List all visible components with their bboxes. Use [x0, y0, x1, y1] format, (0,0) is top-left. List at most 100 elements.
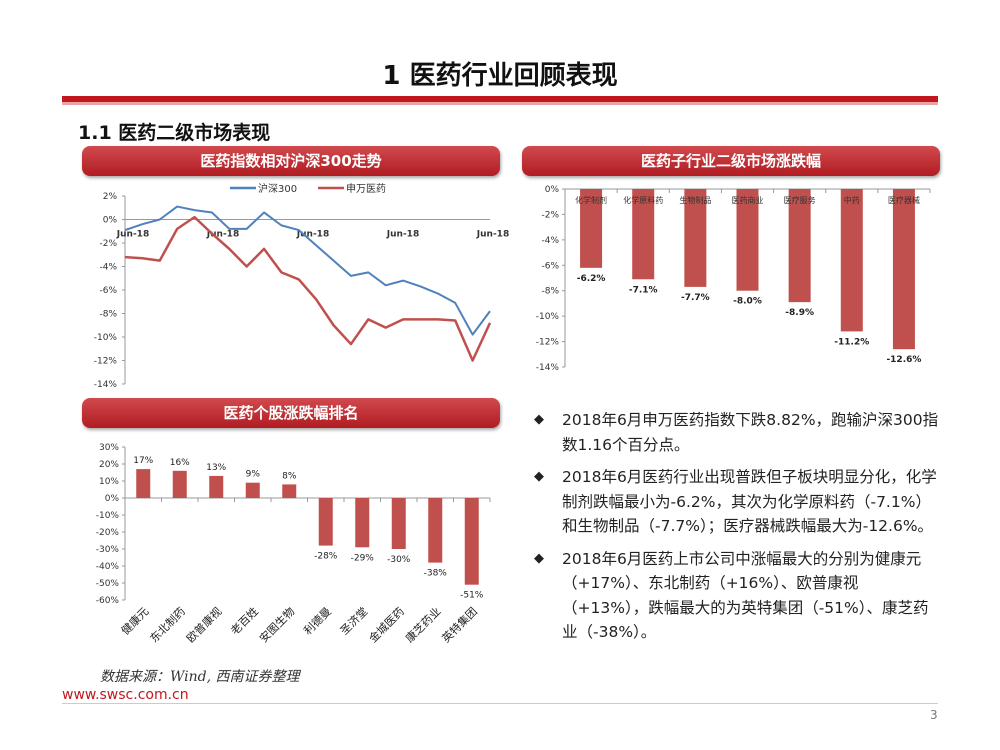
line-chart: 2% 0% -2% -4% -6% -8% -10% -12% -14% Jun-18 Jun-18… [94, 182, 509, 390]
footer-divider [62, 703, 938, 704]
bar [318, 498, 333, 546]
category-label: 康芝药业 [402, 604, 443, 645]
line-chart-banner: 医药指数相对沪深300走势 [82, 146, 500, 176]
y-tick-label: -2% [541, 210, 559, 220]
bar [632, 189, 655, 280]
y-tick-label: -4% [541, 236, 559, 246]
diamond-bullet-icon: ◆ [534, 412, 544, 427]
bullet-item: ◆ 2018年6月申万医药指数下跌8.82%，跑输沪深300指数1.16个百分点… [532, 408, 942, 457]
y-tick-label: -8% [99, 310, 117, 320]
category-label: 圣济堂 [337, 604, 370, 637]
series-line-hs300 [124, 205, 491, 336]
series-line-sw-pharma [124, 215, 492, 362]
bar [684, 189, 707, 287]
y-tick-label: 30% [99, 443, 119, 453]
diamond-bullet-icon: ◆ [534, 550, 544, 566]
bar-value-label: -51% [460, 591, 484, 601]
y-tick-label: 0% [105, 494, 120, 504]
y-tick-label: 0% [545, 185, 560, 195]
y-tick-label: -10% [536, 312, 560, 322]
x-tick-label: Jun-18 [386, 230, 419, 240]
bar [245, 482, 260, 498]
category-label: 化学原料药 [623, 195, 663, 205]
bar [172, 470, 187, 498]
y-tick-label: -6% [99, 286, 117, 296]
bar-value-label: -12.6% [886, 355, 921, 365]
y-tick-label: -20% [96, 528, 120, 538]
category-label: 中药 [844, 195, 860, 205]
category-label: 医疗器械 [888, 195, 920, 205]
category-label: 医疗服务 [784, 195, 816, 205]
y-tick-label: -14% [94, 380, 118, 390]
subsector-chart-banner: 医药子行业二级市场涨跌幅 [522, 146, 940, 176]
bar [282, 484, 297, 498]
bullet-text: 2018年6月申万医药指数下跌8.82%，跑输沪深300指数1.16个百分点。 [562, 411, 939, 454]
bar-value-label: -8.9% [785, 308, 814, 318]
bar [428, 498, 443, 563]
y-tick-label: -30% [96, 545, 120, 555]
category-label: 医药商业 [732, 195, 764, 205]
bar-value-label: -38% [424, 569, 448, 579]
y-tick-label: 0% [103, 216, 118, 226]
bar [136, 469, 151, 498]
y-tick-label: -4% [99, 263, 117, 273]
section-subtitle: 1.1 医药二级市场表现 [78, 122, 271, 144]
title-divider-shadow [62, 102, 938, 105]
y-tick-label: -12% [536, 338, 560, 348]
category-label: 欧普康视 [183, 604, 224, 645]
y-tick-label: -50% [96, 579, 120, 589]
bullet-item: ◆ 2018年6月医药行业出现普跌但子板块明显分化，化学制剂跌幅最小为-6.2%… [532, 465, 942, 539]
bar [788, 189, 811, 303]
bar-value-label: 16% [170, 458, 190, 468]
y-tick-label: -10% [96, 511, 120, 521]
y-tick-label: -14% [536, 363, 560, 373]
y-tick-label: -40% [96, 562, 120, 572]
bar-value-label: -28% [314, 552, 338, 562]
category-label: 英特集团 [439, 604, 480, 645]
y-tick-label: 10% [99, 477, 119, 487]
category-label: 东北制药 [148, 605, 188, 645]
bar [209, 475, 224, 498]
bar [391, 498, 406, 549]
bullet-text: 2018年6月医药行业出现普跌但子板块明显分化，化学制剂跌幅最小为-6.2%，其… [562, 468, 937, 535]
y-tick-label: -60% [96, 596, 120, 606]
subsector-bar-chart: 0% -2% -4% -6% -8% -10% -12% -14% -6.2% 化学制剂 -7.1%… [536, 185, 931, 373]
bar-value-label: 9% [246, 470, 261, 480]
bar [736, 189, 759, 291]
bar-value-label: -7.1% [629, 285, 658, 295]
y-tick-label: -10% [94, 333, 118, 343]
y-tick-label: -8% [541, 287, 559, 297]
y-tick-label: -2% [99, 239, 117, 249]
bar [840, 189, 863, 332]
stocks-bar-chart: 30% 20% 10% 0% -10% -20% -30% -40% -50% -60% 17% 健康… [96, 443, 491, 645]
bar-value-label: -11.2% [834, 337, 869, 347]
bar [580, 189, 603, 268]
y-tick-label: 2% [103, 192, 118, 202]
category-label: 化学制剂 [575, 195, 607, 205]
category-label: 健康元 [118, 604, 151, 637]
title-divider [62, 96, 938, 102]
bar-value-label: 8% [282, 471, 297, 481]
source-note: 数据来源：Wind, 西南证券整理 [100, 669, 300, 685]
bar-value-label: -30% [387, 555, 411, 565]
y-tick-label: 20% [99, 460, 119, 470]
bar [464, 498, 479, 585]
x-tick-label: Jun-18 [476, 230, 509, 240]
x-tick-label: Jun-18 [296, 230, 329, 240]
y-tick-label: -6% [541, 261, 559, 271]
category-label: 老百姓 [228, 604, 261, 637]
category-label: 金城医药 [366, 604, 407, 645]
bar [355, 498, 370, 548]
category-label: 安图生物 [256, 604, 297, 645]
bullet-text: 2018年6月医药上市公司中涨幅最大的分别为健康元（+17%）、东北制药（+16… [562, 549, 929, 642]
bar-value-label: -29% [351, 553, 375, 563]
page-number: 3 [930, 708, 938, 722]
bullet-list: ◆ 2018年6月申万医药指数下跌8.82%，跑输沪深300指数1.16个百分点… [532, 408, 942, 653]
page-title: 1 医药行业回顾表现 [382, 61, 618, 91]
bar-value-label: 17% [133, 456, 153, 466]
bullet-item: ◆ 2018年6月医药上市公司中涨幅最大的分别为健康元（+17%）、东北制药（+… [532, 547, 942, 645]
site-url[interactable]: www.swsc.com.cn [62, 687, 189, 703]
legend-label: 申万医药 [346, 182, 386, 195]
y-tick-label: -12% [94, 357, 118, 367]
diamond-bullet-icon: ◆ [534, 469, 544, 484]
